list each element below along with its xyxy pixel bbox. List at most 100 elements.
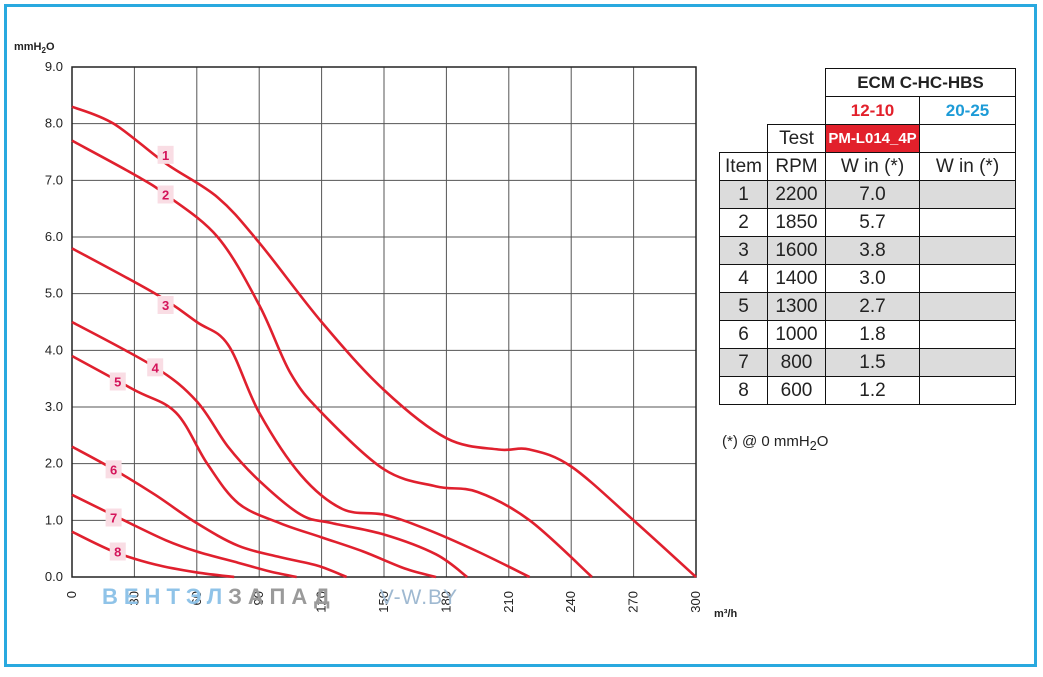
- cell-w-in-a: 3.8: [825, 236, 920, 265]
- curve-label-bg: [157, 145, 174, 164]
- cell-rpm: 1300: [767, 292, 826, 321]
- cell-w-in-a: 2.7: [825, 292, 920, 321]
- cell-item: 6: [719, 320, 768, 349]
- curve-label-3: 3: [162, 298, 169, 313]
- cell-w-in-b: [919, 376, 1016, 405]
- cell-rpm: 1850: [767, 208, 826, 237]
- curve-label-bg: [105, 508, 122, 527]
- curve-3: [71, 247, 531, 579]
- y-axis-label: mmH2O: [14, 41, 55, 55]
- x-tick-label: 210: [501, 591, 516, 613]
- watermark-part-3: ЗАПАД: [228, 584, 336, 609]
- y-tick-label: 7.0: [45, 172, 63, 187]
- cell-rpm: 600: [767, 376, 826, 405]
- y-tick-label: 6.0: [45, 229, 63, 244]
- x-axis-label: m³/h: [714, 608, 738, 620]
- curve-label-2: 2: [162, 188, 169, 203]
- col-header-rpm: RPM: [767, 152, 826, 181]
- x-tick-label: 270: [626, 591, 641, 613]
- curve-label-bg: [109, 372, 126, 391]
- cell-w-in-a: 7.0: [825, 180, 920, 209]
- cell-w-in-a: 1.2: [825, 376, 920, 405]
- y-tick-label: 5.0: [45, 286, 63, 301]
- cell-w-in-b: [919, 292, 1016, 321]
- x-tick-label: 240: [563, 591, 578, 613]
- cell-item: 2: [719, 208, 768, 237]
- x-tick-label: 300: [688, 591, 703, 613]
- x-tick-label: 180: [438, 591, 453, 613]
- y-tick-label: 1.0: [45, 512, 63, 527]
- curve-label-4: 4: [152, 360, 160, 375]
- y-tick-label: 3.0: [45, 399, 63, 414]
- chart-ticks: 0 30 60 90 120 150 180 210 240 270 300 0.0 1.0 2.0 3.0…: [45, 59, 703, 613]
- x-tick-label: 150: [376, 591, 391, 613]
- chart-grid: [71, 66, 697, 578]
- table-row: 4 1400 3.0: [719, 264, 1016, 293]
- y-tick-label: 8.0: [45, 116, 63, 131]
- size-b-header: 20-25: [919, 96, 1016, 125]
- cell-w-in-a: 1.5: [825, 348, 920, 377]
- col-header-w-in-a: W in (*): [825, 152, 920, 181]
- y-tick-label: 4.0: [45, 342, 63, 357]
- curve-label-8: 8: [114, 545, 121, 560]
- cell-w-in-b: [919, 320, 1016, 349]
- curve-label-bg: [109, 542, 126, 561]
- col-header-item: Item: [719, 152, 768, 181]
- curve-label-5: 5: [114, 375, 121, 390]
- curve-label-7: 7: [110, 511, 117, 526]
- curve-7: [71, 493, 297, 579]
- curve-label-bg: [105, 460, 122, 479]
- cell-item: 4: [719, 264, 768, 293]
- y-tick-label: 9.0: [45, 59, 63, 74]
- cell-item: 3: [719, 236, 768, 265]
- table-note: (*) @ 0 mmH2O: [722, 433, 829, 453]
- table-row: 6 1000 1.8: [719, 320, 1016, 349]
- cell-w-in-b: [919, 348, 1016, 377]
- cell-w-in-a: 3.0: [825, 264, 920, 293]
- y-tick-label: 0.0: [45, 569, 63, 584]
- curve-label-1: 1: [162, 148, 169, 163]
- test-value: PM-L014_4P: [825, 124, 920, 153]
- note-prefix: (*) @ 0 mmH: [722, 433, 810, 450]
- outer-frame: [4, 4, 1037, 667]
- col-header-w-in-b: W in (*): [919, 152, 1016, 181]
- cell-w-in-a: 5.7: [825, 208, 920, 237]
- cell-rpm: 2200: [767, 180, 826, 209]
- cell-w-in-a: 1.8: [825, 320, 920, 349]
- table-row: 7 800 1.5: [719, 348, 1016, 377]
- y-tick-label: 2.0: [45, 456, 63, 471]
- table-row: 8 600 1.2: [719, 376, 1016, 405]
- curve-4: [71, 320, 468, 579]
- test-label: Test: [767, 124, 826, 153]
- watermark-url: V-W.BY: [379, 586, 459, 609]
- watermark: ВЕНТЭЛЗАПАД V-W.BY: [102, 584, 458, 610]
- cell-rpm: 1600: [767, 236, 826, 265]
- x-tick-label: 30: [126, 591, 141, 605]
- watermark-part-1: ВЕНТ: [102, 584, 186, 609]
- table-row: 1 2200 7.0: [719, 180, 1016, 209]
- cell-w-in-b: [919, 236, 1016, 265]
- cell-rpm: 800: [767, 348, 826, 377]
- size-a-header: 12-10: [825, 96, 920, 125]
- table-header-row: Item RPM W in (*) W in (*): [719, 152, 1016, 181]
- curve-label-bg: [147, 358, 164, 377]
- table-row: 3 1600 3.8: [719, 236, 1016, 265]
- model-header: ECM C-HC-HBS: [825, 68, 1016, 97]
- x-tick-label: 90: [251, 591, 266, 605]
- chart-curve-labels: 1 2 3 4 5 6 7 8: [105, 145, 174, 561]
- cell-w-in-b: [919, 264, 1016, 293]
- curve-label-bg: [157, 185, 174, 204]
- cell-w-in-b: [919, 208, 1016, 237]
- cell-item: 5: [719, 292, 768, 321]
- x-tick-label: 0: [64, 591, 79, 598]
- curve-label-6: 6: [110, 462, 117, 477]
- cell-item: 7: [719, 348, 768, 377]
- curve-label-bg: [157, 296, 174, 314]
- table-row: 2 1850 5.7: [719, 208, 1016, 237]
- x-tick-label: 60: [189, 591, 204, 605]
- spec-table: ECM C-HC-HBS 12-10 20-25 Test PM-L014_4P…: [719, 68, 1016, 405]
- curve-5: [71, 354, 437, 579]
- curve-8: [71, 530, 235, 579]
- cell-rpm: 1400: [767, 264, 826, 293]
